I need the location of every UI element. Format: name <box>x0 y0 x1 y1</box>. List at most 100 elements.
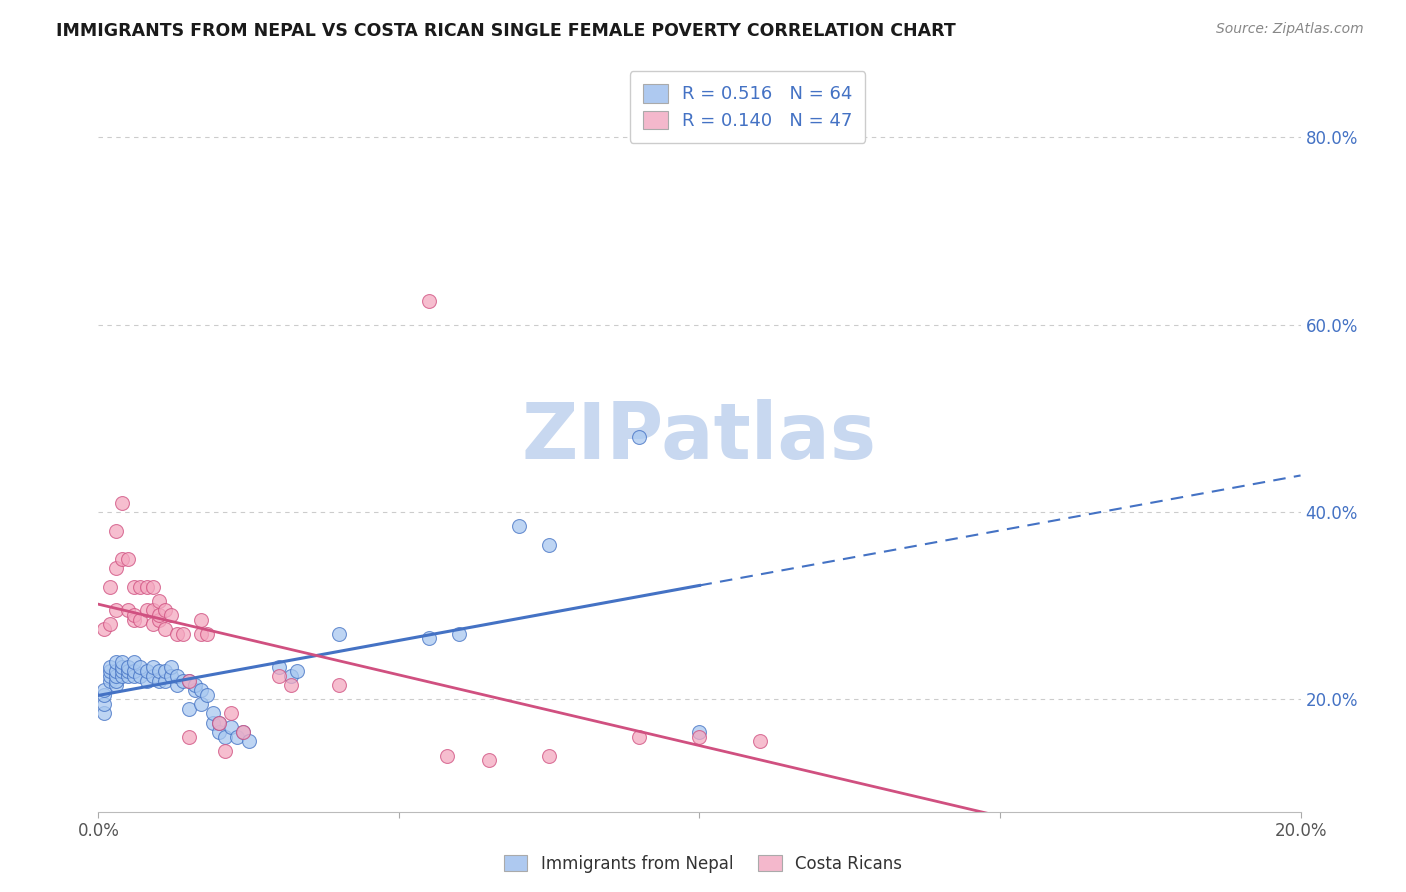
Legend: R = 0.516   N = 64, R = 0.140   N = 47: R = 0.516 N = 64, R = 0.140 N = 47 <box>630 71 865 143</box>
Text: Source: ZipAtlas.com: Source: ZipAtlas.com <box>1216 22 1364 37</box>
Point <box>195 688 218 702</box>
Point <box>124 664 146 679</box>
Point <box>111 664 134 679</box>
Text: ZIPatlas: ZIPatlas <box>522 399 877 475</box>
Point <box>190 683 212 698</box>
Point <box>141 669 163 683</box>
Point <box>148 613 170 627</box>
Point <box>100 580 122 594</box>
Point <box>172 673 194 688</box>
Point <box>100 617 122 632</box>
Point <box>111 655 134 669</box>
Point <box>129 580 152 594</box>
Point <box>190 697 212 711</box>
Point <box>285 664 308 679</box>
Point <box>135 664 157 679</box>
Point <box>177 673 200 688</box>
Point <box>117 659 139 673</box>
Point <box>141 603 163 617</box>
Point <box>538 748 561 763</box>
Point <box>172 626 194 640</box>
Point <box>135 580 157 594</box>
Point <box>111 551 134 566</box>
Point <box>166 669 188 683</box>
Point <box>117 551 139 566</box>
Point <box>93 683 115 698</box>
Point <box>201 715 224 730</box>
Point <box>100 673 122 688</box>
Point <box>166 678 188 692</box>
Point <box>159 659 181 673</box>
Point <box>280 678 302 692</box>
Point <box>177 730 200 744</box>
Point <box>201 706 224 721</box>
Point <box>117 669 139 683</box>
Point <box>328 678 350 692</box>
Point <box>105 673 128 688</box>
Point <box>105 561 128 575</box>
Point <box>166 626 188 640</box>
Point <box>111 496 134 510</box>
Point <box>153 603 176 617</box>
Point <box>689 730 711 744</box>
Point <box>208 725 231 739</box>
Point <box>105 655 128 669</box>
Point <box>538 538 561 552</box>
Point <box>267 669 290 683</box>
Point <box>418 632 440 646</box>
Point <box>208 715 231 730</box>
Point <box>232 725 254 739</box>
Point <box>148 594 170 608</box>
Point <box>141 617 163 632</box>
Point <box>148 664 170 679</box>
Point <box>159 669 181 683</box>
Point <box>117 664 139 679</box>
Point <box>141 580 163 594</box>
Point <box>219 721 242 735</box>
Point <box>124 608 146 623</box>
Point <box>105 678 128 692</box>
Point <box>100 664 122 679</box>
Point <box>105 524 128 538</box>
Point <box>280 669 302 683</box>
Point <box>148 608 170 623</box>
Point <box>214 744 236 758</box>
Point <box>177 701 200 715</box>
Point <box>508 519 530 533</box>
Point <box>177 673 200 688</box>
Point <box>111 659 134 673</box>
Point <box>478 753 501 767</box>
Point <box>124 655 146 669</box>
Point <box>447 626 470 640</box>
Point <box>238 734 260 748</box>
Point <box>100 659 122 673</box>
Point <box>267 659 290 673</box>
Point <box>159 608 181 623</box>
Point <box>105 669 128 683</box>
Point <box>129 613 152 627</box>
Point <box>100 669 122 683</box>
Point <box>105 664 128 679</box>
Legend: Immigrants from Nepal, Costa Ricans: Immigrants from Nepal, Costa Ricans <box>498 848 908 880</box>
Point <box>93 688 115 702</box>
Point <box>190 613 212 627</box>
Point <box>93 706 115 721</box>
Point <box>628 430 651 444</box>
Point <box>141 659 163 673</box>
Point <box>93 697 115 711</box>
Point <box>748 734 770 748</box>
Point <box>225 730 247 744</box>
Point <box>208 715 231 730</box>
Point <box>135 603 157 617</box>
Point <box>628 730 651 744</box>
Point <box>153 673 176 688</box>
Point <box>124 613 146 627</box>
Point <box>124 580 146 594</box>
Point <box>190 626 212 640</box>
Point <box>124 669 146 683</box>
Point <box>135 673 157 688</box>
Point <box>195 626 218 640</box>
Point <box>153 622 176 636</box>
Point <box>129 669 152 683</box>
Point <box>111 669 134 683</box>
